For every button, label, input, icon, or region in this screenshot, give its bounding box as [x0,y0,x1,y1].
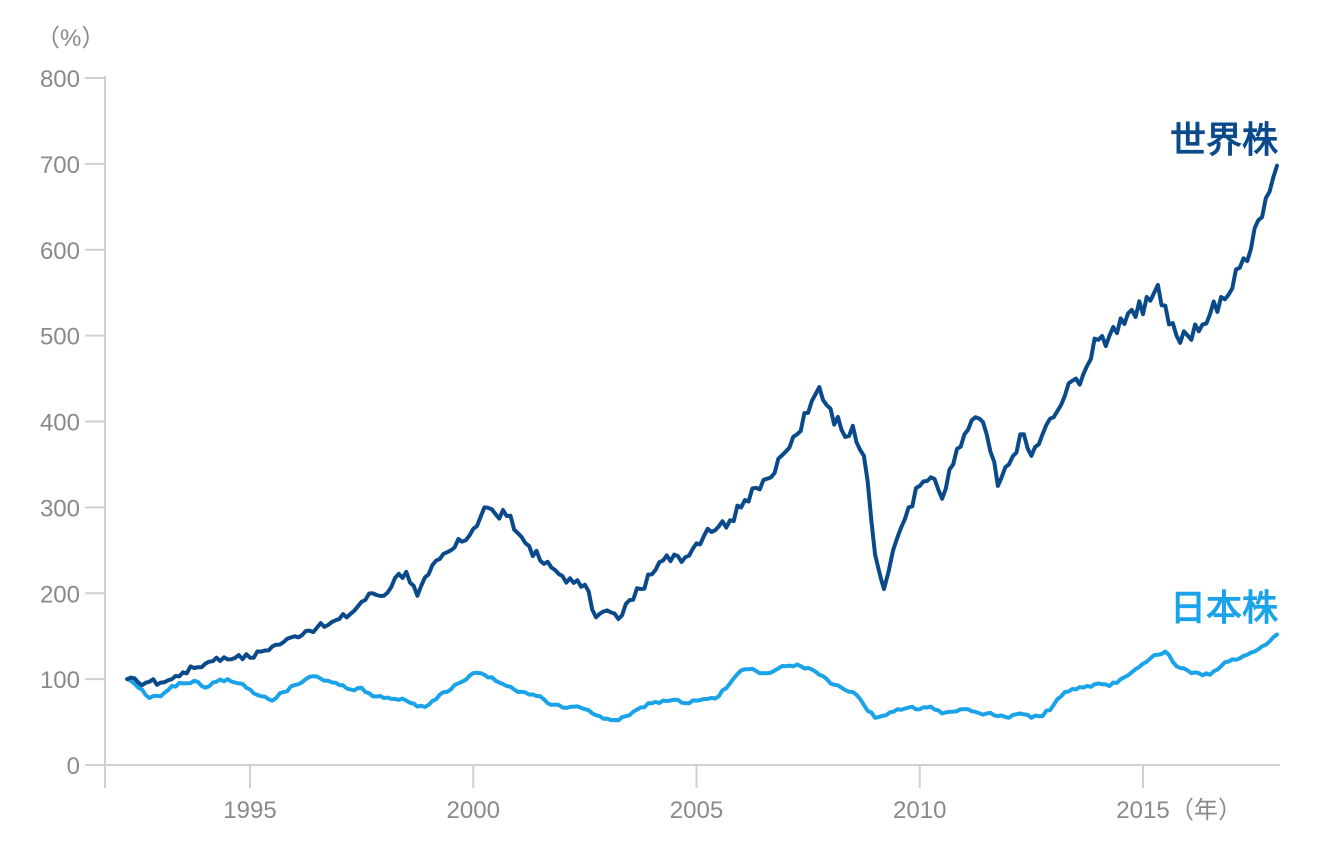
y-tick-label: 500 [40,324,80,351]
y-unit-label: （%） [36,25,105,52]
y-tick-label: 100 [40,667,80,694]
y-tick-label: 400 [40,410,80,437]
y-tick-label: 300 [40,495,80,522]
series-label-world-stocks: 世界株 [1170,120,1279,161]
x-tick-label: 2010 [893,797,946,824]
y-tick-label: 800 [40,66,80,93]
x-unit-label: （年） [1170,797,1242,824]
series-line-world-stocks [125,163,1279,688]
series-line-japan-stocks [125,632,1279,723]
x-tick-label: 2005 [670,797,723,824]
series-label-japan-stocks: 日本株 [1170,588,1279,629]
y-tick-label: 600 [40,238,80,265]
x-tick-label: 2015 [1116,797,1169,824]
y-tick-label: 700 [40,152,80,179]
x-tick-label: 2000 [447,797,500,824]
y-tick-label: 0 [67,753,80,780]
x-tick-label: 1995 [223,797,276,824]
y-tick-label: 200 [40,581,80,608]
